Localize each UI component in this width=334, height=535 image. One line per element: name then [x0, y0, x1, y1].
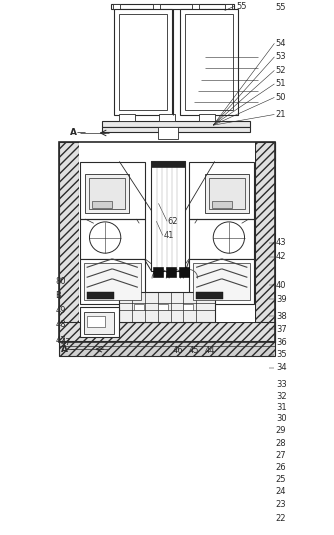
Bar [102, 121, 250, 127]
Bar [79, 307, 119, 337]
Bar [111, 4, 234, 9]
Bar [87, 316, 105, 327]
Bar [151, 162, 185, 271]
Text: 26: 26 [276, 463, 287, 472]
Bar [180, 9, 238, 115]
Text: 30: 30 [276, 415, 287, 423]
Text: 55: 55 [276, 3, 286, 12]
Bar [113, 4, 120, 9]
Bar [59, 142, 275, 342]
Text: 42: 42 [276, 252, 286, 261]
Text: 51: 51 [276, 79, 286, 88]
Text: 40: 40 [276, 281, 286, 289]
Text: 35: 35 [276, 350, 287, 360]
Bar [59, 142, 79, 342]
Text: 21: 21 [276, 110, 286, 119]
Bar [114, 9, 172, 115]
Text: 48: 48 [55, 320, 66, 329]
Text: —: — [67, 345, 76, 354]
Bar [196, 292, 223, 299]
Text: 29: 29 [276, 426, 286, 435]
Bar [85, 174, 129, 213]
Text: 33: 33 [276, 380, 287, 389]
Bar [102, 127, 250, 132]
Text: 24: 24 [276, 487, 286, 496]
Bar [151, 162, 185, 167]
Bar [189, 259, 255, 304]
Text: 49: 49 [55, 305, 66, 315]
Text: 27: 27 [276, 450, 287, 460]
Bar [119, 114, 135, 121]
Bar [79, 162, 145, 219]
Bar [199, 114, 215, 121]
Text: 43: 43 [276, 238, 287, 247]
Text: A: A [61, 345, 68, 354]
Bar [212, 201, 232, 208]
Bar [92, 201, 112, 208]
Bar [193, 263, 250, 300]
Text: 44: 44 [205, 346, 215, 355]
Bar [158, 304, 168, 310]
Bar [59, 322, 275, 342]
Text: —: — [77, 128, 86, 137]
Text: 55: 55 [236, 2, 246, 11]
Text: B: B [55, 292, 61, 300]
Bar [154, 266, 163, 277]
Text: 54: 54 [276, 39, 286, 48]
Text: 39: 39 [276, 295, 287, 304]
Text: 80: 80 [55, 277, 66, 286]
Bar [192, 4, 199, 9]
Bar [119, 292, 215, 322]
Text: 47: 47 [61, 338, 72, 347]
Bar [119, 14, 167, 110]
Bar [59, 142, 275, 162]
Bar [185, 14, 233, 110]
Text: A: A [69, 128, 76, 137]
Text: 36: 36 [276, 338, 287, 347]
Bar [166, 266, 176, 277]
Text: 32: 32 [276, 392, 287, 401]
Text: 25: 25 [276, 475, 286, 484]
Bar [84, 263, 141, 300]
Bar [87, 292, 114, 299]
Bar [224, 4, 232, 9]
Bar [153, 4, 160, 9]
Text: 31: 31 [276, 403, 287, 412]
Text: 52: 52 [276, 66, 286, 75]
Text: 50: 50 [276, 93, 286, 102]
Text: 37: 37 [276, 325, 287, 334]
Text: 38: 38 [276, 312, 287, 321]
Bar [205, 174, 249, 213]
Text: 62: 62 [168, 217, 178, 226]
Bar [189, 219, 255, 259]
Bar [189, 162, 255, 219]
Text: 22: 22 [276, 514, 286, 523]
Bar [255, 142, 275, 342]
Text: 53: 53 [276, 52, 287, 62]
Text: 46: 46 [173, 346, 183, 355]
Bar [84, 312, 114, 333]
Text: 47: 47 [55, 336, 66, 345]
Bar [59, 341, 275, 356]
Bar [79, 219, 145, 259]
Bar [179, 266, 189, 277]
Text: 45: 45 [189, 346, 199, 355]
Bar [90, 179, 125, 209]
Bar [79, 142, 255, 322]
Text: 41: 41 [163, 231, 174, 240]
Bar [159, 114, 175, 121]
Text: 34: 34 [276, 363, 287, 372]
Bar [134, 304, 144, 310]
Text: 28: 28 [276, 439, 287, 448]
Bar [158, 127, 178, 140]
Bar [79, 259, 145, 304]
Text: 23: 23 [276, 500, 287, 509]
Bar [209, 179, 244, 209]
Bar [183, 304, 193, 310]
